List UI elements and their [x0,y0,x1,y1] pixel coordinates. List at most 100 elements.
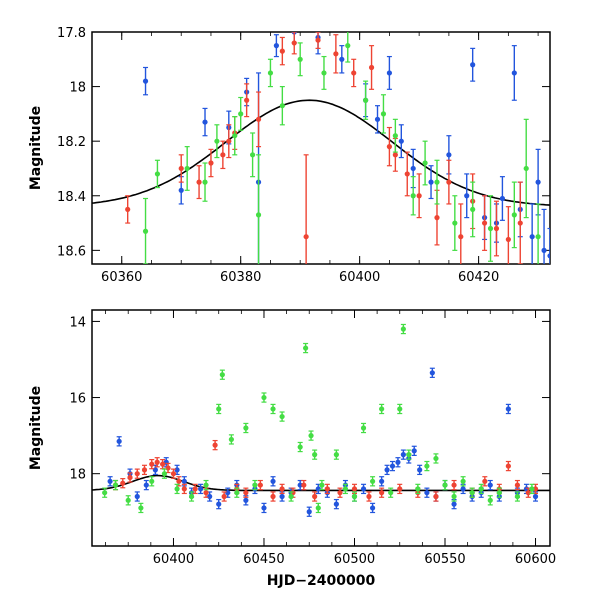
top-data-point [333,51,339,57]
bottom-plot-frame [91,309,551,547]
bottom-data-point [297,444,303,450]
top-data-point [392,152,398,158]
bottom-data-point [469,490,475,496]
top-data-point [321,70,327,76]
bottom-data-point [429,370,435,376]
top-x-tick-label: 60380 [220,270,261,285]
bottom-data-point [216,406,222,412]
bottom-x-tick-label: 60600 [515,552,556,567]
bottom-data-point [411,448,417,454]
bottom-data-point [243,425,249,431]
bottom-data-point [152,467,158,473]
bottom-data-point [141,467,148,473]
bottom-data-point [319,482,325,488]
top-data-point [404,171,410,177]
top-y-tick-label: 17.8 [57,26,86,41]
top-data-point [279,48,285,54]
bottom-data-point [389,463,396,469]
bottom-data-point [303,345,309,351]
top-data-point [249,152,256,158]
bottom-data-point [312,493,318,500]
top-data-point [517,220,523,226]
top-data-point [374,116,381,122]
bottom-data-point [212,442,218,448]
bottom-data-point [127,474,133,481]
top-data-point [505,236,511,243]
top-data-point [470,62,476,68]
bottom-data-point [532,493,539,500]
top-y-tick-label: 18.6 [57,244,86,259]
bottom-data-point [216,501,222,507]
top-x-tick-label: 60360 [101,270,142,285]
bottom-data-point [487,482,493,488]
bottom-data-point [505,406,511,412]
bottom-data-point [366,493,372,500]
top-data-point [547,253,550,259]
top-data-point [220,152,226,158]
bottom-data-point [360,425,367,431]
top-y-tick-label: 18.2 [57,135,86,150]
top-data-point [142,78,149,84]
bottom-data-point [487,497,493,503]
top-data-point [154,171,161,177]
top-data-point [244,97,250,103]
top-data-point [410,193,416,199]
bottom-data-point [460,486,466,492]
bottom-data-point [116,438,122,444]
bottom-data-point [442,482,448,488]
top-data-point [380,111,387,117]
top-y-tick-label: 18.4 [57,190,86,205]
bottom-data-point [433,455,439,462]
top-data-point [279,103,285,109]
top-data-point [487,225,494,232]
bottom-data-point [351,493,358,500]
bottom-data-point [433,493,439,500]
top-data-point [255,116,262,122]
bottom-data-point [415,486,421,492]
bottom-data-point [279,486,285,492]
top-data-point [178,187,184,193]
bottom-data-point [400,452,406,458]
top-data-point [214,138,220,144]
top-data-point [291,40,297,46]
bottom-data-point [228,436,234,443]
top-data-point [470,206,476,213]
bottom-data-point [161,471,168,477]
bottom-model-curve [92,474,550,492]
bottom-data-point [379,490,385,496]
top-data-point [493,225,500,232]
top-panel: Magnitude 60360 60380 60400 60420 17.8 18 18.2… [28,26,551,285]
bottom-data-point [482,478,488,484]
top-y-tick-label: 18 [69,81,86,96]
top-data-point [267,70,274,76]
bottom-data-point [170,471,177,477]
bottom-data-point [337,490,343,496]
bottom-data-point [324,486,330,492]
top-data-point [452,220,458,226]
bottom-data-point [225,490,231,496]
bottom-data-point [514,493,521,500]
bottom-data-point [234,490,240,496]
top-data-point [386,70,393,76]
bottom-data-point [478,486,484,492]
bottom-data-point [165,465,171,471]
bottom-data-point [154,459,160,465]
bottom-data-point [160,461,166,467]
bottom-data-point [203,482,209,488]
bottom-x-tick-label: 60550 [424,552,465,567]
bottom-data-point [369,478,376,484]
bottom-data-point [379,478,385,484]
bottom-data-point [424,490,430,496]
top-model-curve [92,99,550,206]
bottom-data-point [532,486,539,492]
bottom-data-point [261,394,267,401]
top-data-point [511,70,517,76]
bottom-data-point [270,493,276,500]
bottom-data-point [397,486,403,492]
bottom-data-point [138,505,144,511]
top-data-point [345,43,351,49]
top-data-point [410,165,416,172]
top-data-point [184,165,190,172]
bottom-data-point [257,482,263,488]
